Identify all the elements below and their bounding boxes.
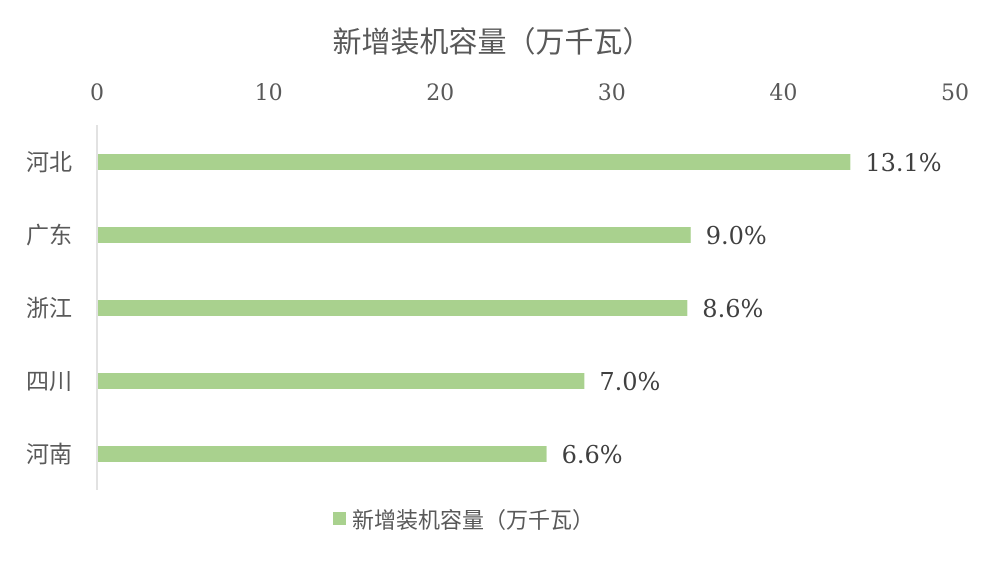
data-label: 8.6% — [702, 295, 763, 323]
category-label: 四川 — [26, 369, 72, 395]
x-tick-label: 20 — [426, 81, 454, 106]
x-tick-label: 40 — [769, 81, 797, 106]
category-label: 广东 — [26, 223, 72, 249]
data-label: 13.1% — [865, 149, 941, 177]
x-tick-label: 50 — [941, 81, 969, 106]
category-label: 河北 — [26, 150, 72, 176]
legend: 新增装机容量（万千瓦） — [333, 509, 594, 534]
legend-swatch — [333, 512, 346, 525]
bar — [98, 446, 547, 462]
bar — [98, 300, 688, 316]
data-label: 6.6% — [562, 441, 623, 469]
bar — [98, 227, 691, 243]
bar — [98, 154, 851, 170]
category-label: 浙江 — [26, 296, 72, 322]
chart-title: 新增装机容量（万千瓦） — [332, 25, 651, 59]
x-tick-label: 0 — [90, 81, 104, 106]
data-label: 9.0% — [706, 222, 767, 250]
data-label: 7.0% — [599, 368, 660, 396]
x-tick-label: 10 — [255, 81, 283, 106]
x-tick-label: 30 — [598, 81, 626, 106]
legend-label: 新增装机容量（万千瓦） — [352, 509, 594, 534]
bar — [98, 373, 585, 389]
category-label: 河南 — [26, 442, 72, 468]
